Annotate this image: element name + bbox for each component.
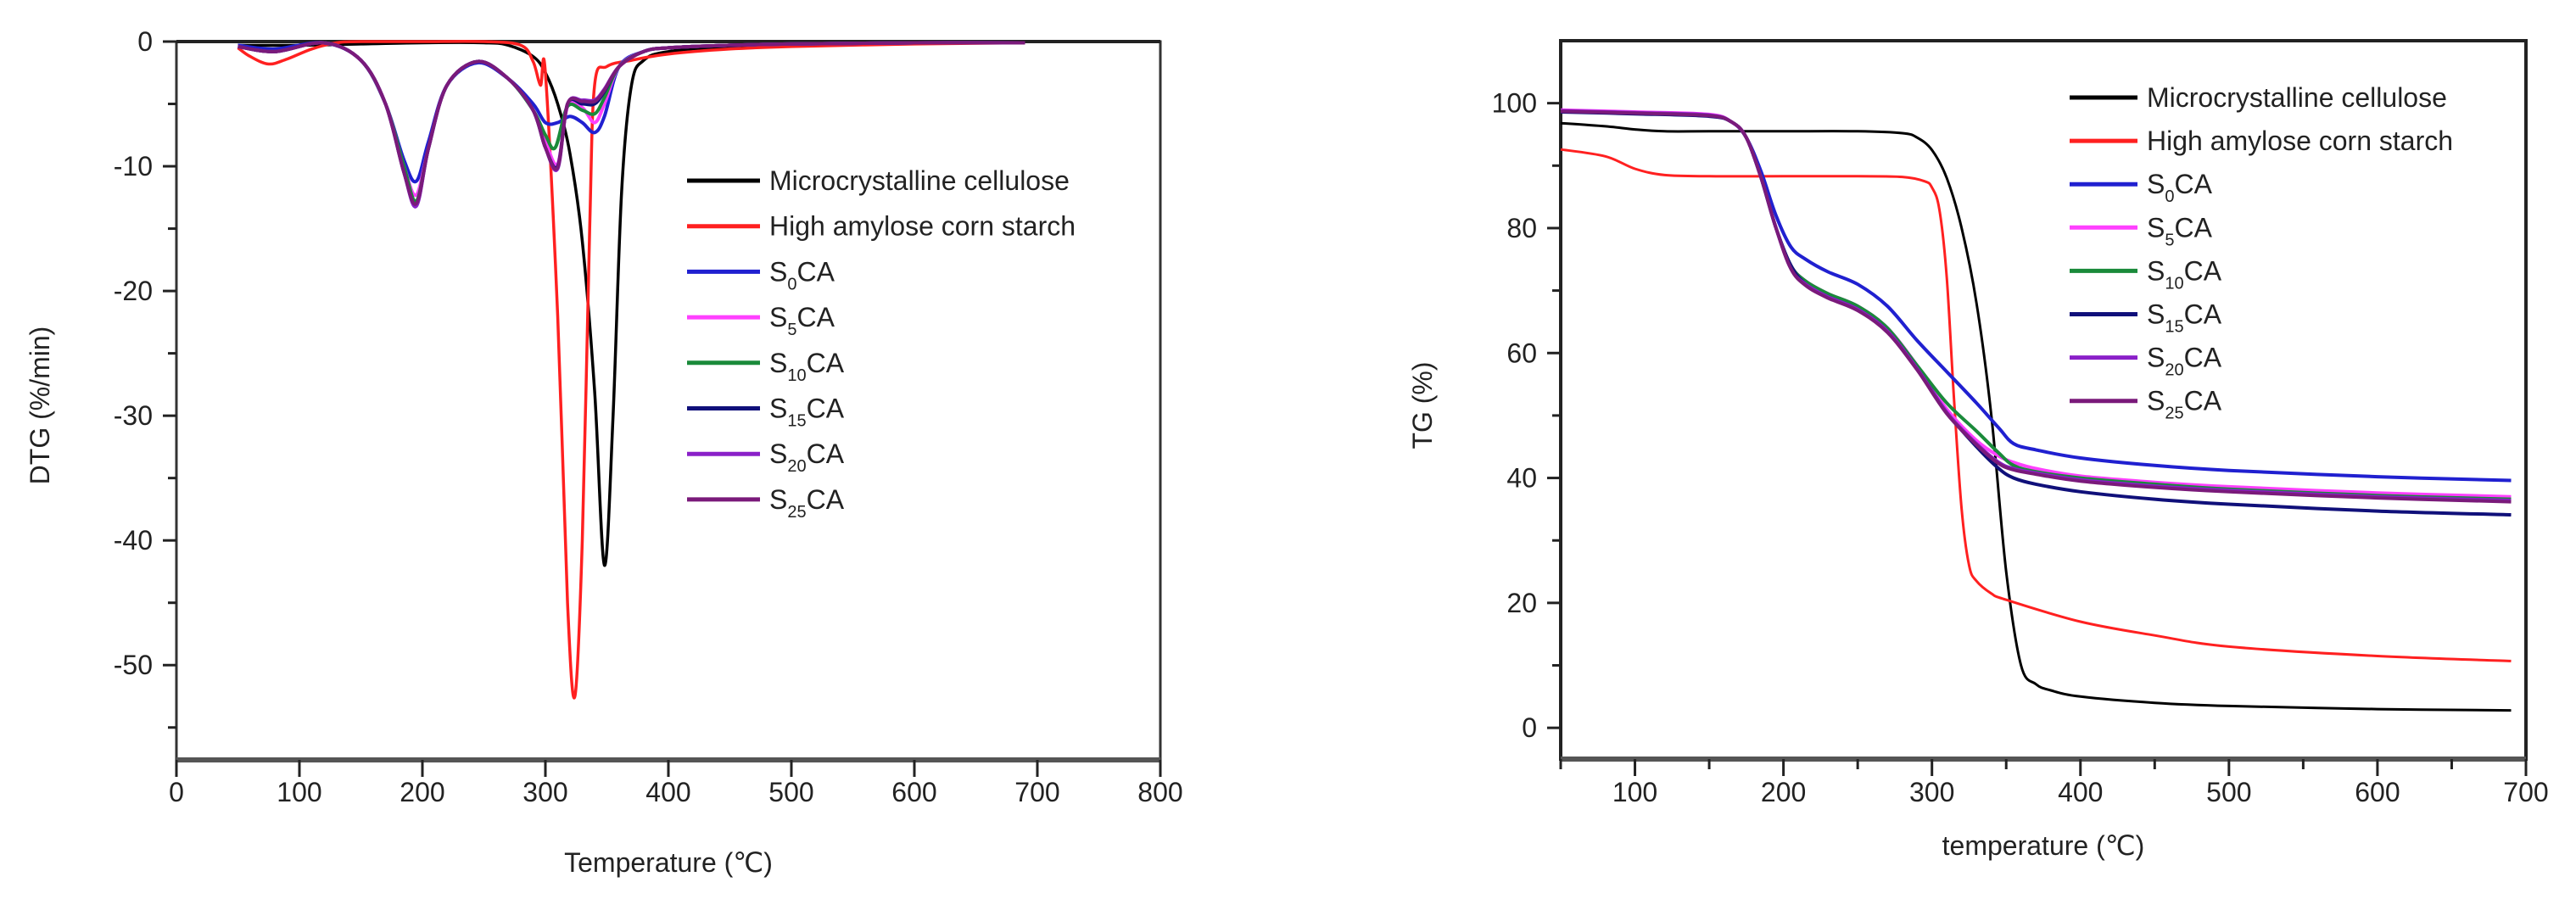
y-tick-label: 80 (1506, 213, 1537, 243)
tg-x-axis-title: temperature (℃) (1942, 830, 2145, 861)
y-tick-label: -20 (114, 276, 153, 306)
legend-label: High amylose corn starch (2147, 126, 2453, 156)
legend-item: S0CA (2070, 169, 2213, 206)
x-tick-label: 700 (1014, 777, 1059, 807)
curve-microcrystalline-cellulose (1560, 121, 2512, 712)
legend-label: Microcrystalline cellulose (2147, 82, 2447, 113)
legend-label: S15CA (2147, 299, 2222, 337)
dtg-chart: 0 100 200 300 400 500 600 700 800 0 -10 -20 -30 -40 -… (25, 26, 1183, 878)
legend-label: S15CA (769, 394, 845, 431)
legend-item: Microcrystalline cellulose (687, 165, 1070, 196)
legend-item: S10CA (687, 348, 845, 385)
x-tick-label: 100 (277, 777, 321, 807)
curve-microcrystalline-cellulose (237, 41, 1025, 567)
tg-legend: Microcrystalline cellulose High amylose c… (2070, 82, 2453, 423)
dtg-x-axis: 0 100 200 300 400 500 600 700 800 (169, 760, 1183, 807)
x-tick-label: 500 (2206, 777, 2251, 807)
legend-item: S20CA (2070, 343, 2222, 380)
tg-plot-area (1559, 39, 2528, 762)
legend-label: S0CA (2147, 169, 2213, 206)
legend-label: S25CA (2147, 386, 2222, 423)
tg-curves (1560, 108, 2512, 712)
y-tick-label: 100 (1492, 88, 1537, 119)
dtg-legend: Microcrystalline cellulose High amylose c… (687, 165, 1076, 522)
y-tick-label: 0 (137, 26, 153, 57)
x-tick-label: 500 (768, 777, 813, 807)
legend-label: S10CA (769, 348, 845, 385)
legend-item: S10CA (2070, 255, 2222, 293)
x-tick-label: 300 (522, 777, 567, 807)
legend-item: S25CA (2070, 386, 2222, 423)
y-tick-label: 0 (1522, 712, 1537, 743)
curve-s20ca (1560, 109, 2512, 503)
y-tick-label: -50 (114, 650, 153, 680)
x-tick-label: 600 (2355, 777, 2400, 807)
legend-item: High amylose corn starch (687, 211, 1076, 242)
tg-chart: 100 200 300 400 500 600 700 0 20 40 60 80 100 tempe… (1407, 39, 2549, 861)
tg-x-axis: 100 200 300 400 500 600 700 (1559, 759, 2549, 807)
x-tick-label: 600 (891, 777, 936, 807)
legend-label: High amylose corn starch (769, 211, 1076, 242)
y-tick-label: -10 (114, 151, 153, 181)
legend-item: S15CA (687, 394, 845, 431)
x-tick-label: 200 (400, 777, 444, 807)
curve-s5ca (1560, 108, 2512, 499)
x-tick-label: 700 (2503, 777, 2548, 807)
y-tick-label: 60 (1506, 338, 1537, 368)
curve-high-amylose-corn-starch (1560, 148, 2512, 662)
dtg-x-axis-title: Temperature (℃) (564, 847, 773, 878)
x-tick-label: 400 (2058, 777, 2103, 807)
dtg-y-axis-title: DTG (%/min) (25, 327, 55, 485)
curve-s0ca (1560, 109, 2512, 483)
curve-s10ca (1560, 109, 2512, 501)
legend-item: S20CA (687, 438, 845, 476)
curve-high-amylose-corn-starch (237, 39, 1025, 700)
curve-s25ca (237, 41, 1025, 206)
y-tick-label: 20 (1506, 588, 1537, 618)
x-tick-label: 800 (1137, 777, 1182, 807)
legend-item: S15CA (2070, 299, 2222, 337)
legend-item: S25CA (687, 484, 845, 522)
x-tick-label: 100 (1612, 777, 1657, 807)
x-tick-label: 400 (645, 777, 690, 807)
dtg-y-axis: 0 -10 -20 -30 -40 -50 (114, 26, 176, 729)
dtg-plot-frame (175, 40, 1162, 762)
legend-item: S5CA (687, 302, 835, 339)
legend-label: S5CA (2147, 212, 2213, 249)
legend-item: S5CA (2070, 212, 2213, 249)
legend-item: High amylose corn starch (2070, 126, 2453, 156)
legend-item: Microcrystalline cellulose (2070, 82, 2447, 113)
x-tick-label: 300 (1909, 777, 1954, 807)
x-tick-label: 200 (1761, 777, 1806, 807)
y-tick-label: -40 (114, 525, 153, 556)
legend-label: Microcrystalline cellulose (769, 165, 1070, 196)
legend-label: S20CA (769, 438, 845, 476)
curve-s25ca (1560, 109, 2512, 504)
y-tick-label: 40 (1506, 463, 1537, 494)
tg-y-axis: 0 20 40 60 80 100 (1492, 88, 1561, 743)
legend-label: S0CA (769, 256, 835, 293)
tg-y-axis-title: TG (%) (1407, 361, 1438, 449)
curve-s15ca (1560, 110, 2512, 517)
legend-item: S0CA (687, 256, 835, 293)
legend-label: S20CA (2147, 343, 2222, 380)
legend-label: S5CA (769, 302, 835, 339)
curve-s0ca (237, 41, 1025, 184)
y-tick-label: -30 (114, 400, 153, 431)
dtg-plot-area (175, 39, 1162, 762)
x-tick-label: 0 (169, 777, 184, 807)
legend-label: S10CA (2147, 255, 2222, 293)
legend-label: S25CA (769, 484, 845, 522)
dtg-curves (237, 39, 1025, 700)
